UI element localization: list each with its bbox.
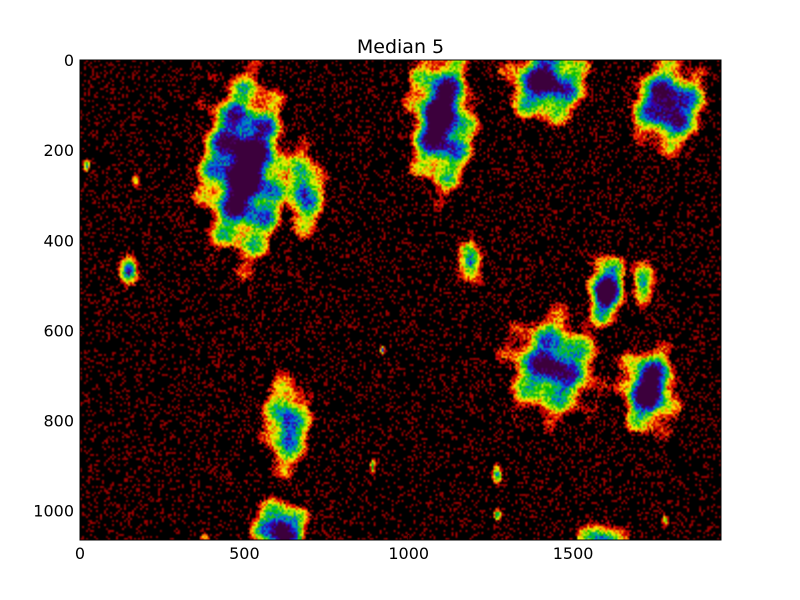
- plot-frame: [79, 59, 722, 541]
- y-tick-label: 0: [64, 51, 74, 70]
- x-tick-label: 500: [229, 544, 260, 563]
- y-axis: 0 200 400 600 800 1000: [33, 51, 85, 521]
- y-tick-label: 200: [43, 141, 74, 160]
- x-axis: 0 500 1000 1500: [75, 535, 594, 563]
- y-tick-label: 1000: [33, 502, 74, 521]
- heatmap-image: [80, 60, 721, 540]
- x-tick-label: 1500: [553, 544, 594, 563]
- y-tick-label: 600: [43, 321, 74, 340]
- y-tick-label: 800: [43, 412, 74, 431]
- chart-title: Median 5: [357, 36, 444, 58]
- x-tick-label: 0: [75, 544, 85, 563]
- y-tick-label: 400: [43, 231, 74, 250]
- x-tick-label: 1000: [388, 544, 429, 563]
